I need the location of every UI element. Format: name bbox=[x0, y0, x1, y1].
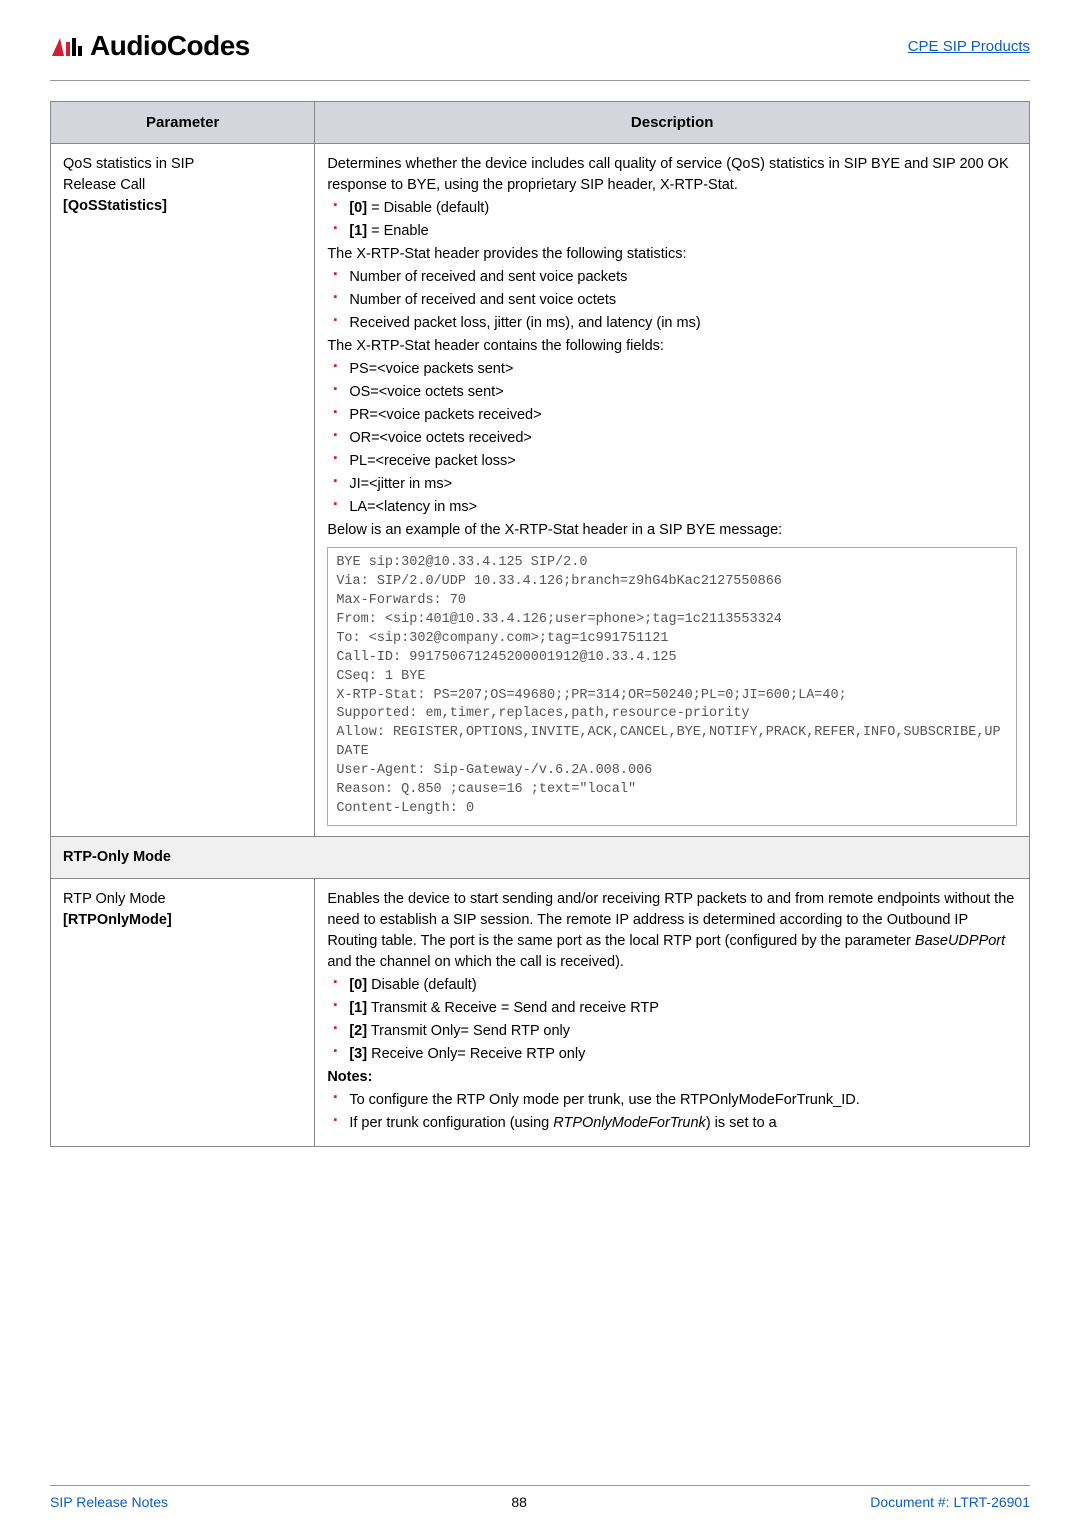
stat-intro: The X-RTP-Stat header provides the follo… bbox=[327, 246, 686, 262]
opt-key: [3] bbox=[349, 1046, 367, 1062]
list-item: OS=<voice octets sent> bbox=[331, 382, 1017, 403]
list-item: Received packet loss, jitter (in ms), an… bbox=[331, 313, 1017, 334]
list-item: [0] = Disable (default) bbox=[331, 198, 1017, 219]
note-italic: RTPOnlyModeForTrunk bbox=[553, 1115, 706, 1131]
list-item: To configure the RTP Only mode per trunk… bbox=[331, 1090, 1017, 1111]
list-item: Number of received and sent voice packet… bbox=[331, 267, 1017, 288]
opt-text: = Enable bbox=[367, 223, 429, 239]
list-item: [0] Disable (default) bbox=[331, 975, 1017, 996]
param-cell: QoS statistics in SIP Release Call [QoSS… bbox=[51, 144, 315, 837]
opt-text: Disable (default) bbox=[367, 977, 477, 993]
param-key: [RTPOnlyMode] bbox=[63, 912, 172, 928]
list-item: PL=<receive packet loss> bbox=[331, 451, 1017, 472]
desc-text: Enables the device to start sending and/… bbox=[327, 891, 1014, 949]
footer-divider bbox=[50, 1485, 1030, 1486]
list-item: [3] Receive Only= Receive RTP only bbox=[331, 1044, 1017, 1065]
opt-key: [1] bbox=[349, 1000, 367, 1016]
list-item: JI=<jitter in ms> bbox=[331, 474, 1017, 495]
note-text: If per trunk configuration (using bbox=[349, 1115, 553, 1131]
parameters-table: Parameter Description QoS statistics in … bbox=[50, 101, 1030, 1147]
desc-italic: BaseUDPPort bbox=[915, 933, 1005, 949]
code-block: BYE sip:302@10.33.4.125 SIP/2.0 Via: SIP… bbox=[327, 547, 1017, 825]
logo-mark-icon bbox=[50, 32, 84, 60]
footer-right: Document #: LTRT-26901 bbox=[870, 1494, 1030, 1510]
list-item: If per trunk configuration (using RTPOnl… bbox=[331, 1113, 1017, 1134]
opt-text: Receive Only= Receive RTP only bbox=[367, 1046, 585, 1062]
section-header-row: RTP-Only Mode bbox=[51, 836, 1030, 878]
table-row: RTP Only Mode [RTPOnlyMode] Enables the … bbox=[51, 878, 1030, 1146]
param-key: [QoSStatistics] bbox=[63, 198, 167, 214]
param-cell: RTP Only Mode [RTPOnlyMode] bbox=[51, 878, 315, 1146]
desc-cell: Enables the device to start sending and/… bbox=[315, 878, 1030, 1146]
opt-text: = Disable (default) bbox=[367, 200, 489, 216]
notes-list: To configure the RTP Only mode per trunk… bbox=[327, 1090, 1017, 1134]
options-list: [0] Disable (default) [1] Transmit & Rec… bbox=[327, 975, 1017, 1065]
footer-page-number: 88 bbox=[511, 1494, 527, 1510]
list-item: [1] Transmit & Receive = Send and receiv… bbox=[331, 998, 1017, 1019]
opt-key: [2] bbox=[349, 1023, 367, 1039]
fields-intro: The X-RTP-Stat header contains the follo… bbox=[327, 338, 664, 354]
opt-key: [0] bbox=[349, 200, 367, 216]
list-item: Number of received and sent voice octets bbox=[331, 290, 1017, 311]
section-header: RTP-Only Mode bbox=[51, 836, 1030, 878]
list-item: PS=<voice packets sent> bbox=[331, 359, 1017, 380]
desc-intro: Determines whether the device includes c… bbox=[327, 156, 1008, 193]
note-text: ) is set to a bbox=[706, 1115, 777, 1131]
page-header: AudioCodes CPE SIP Products bbox=[50, 30, 1030, 62]
desc-cell: Determines whether the device includes c… bbox=[315, 144, 1030, 837]
col-header-description: Description bbox=[315, 102, 1030, 144]
opt-text: Transmit & Receive = Send and receive RT… bbox=[367, 1000, 659, 1016]
list-item: LA=<latency in ms> bbox=[331, 497, 1017, 518]
stats-list: Number of received and sent voice packet… bbox=[327, 267, 1017, 334]
fields-list: PS=<voice packets sent> OS=<voice octets… bbox=[327, 359, 1017, 518]
header-link[interactable]: CPE SIP Products bbox=[908, 38, 1030, 55]
notes-label: Notes: bbox=[327, 1069, 372, 1085]
options-list: [0] = Disable (default) [1] = Enable bbox=[327, 198, 1017, 242]
example-intro: Below is an example of the X-RTP-Stat he… bbox=[327, 522, 782, 538]
param-name-line2: Release Call bbox=[63, 177, 145, 193]
page-footer: SIP Release Notes 88 Document #: LTRT-26… bbox=[50, 1494, 1030, 1510]
list-item: PR=<voice packets received> bbox=[331, 405, 1017, 426]
opt-key: [1] bbox=[349, 223, 367, 239]
opt-text: Transmit Only= Send RTP only bbox=[367, 1023, 570, 1039]
footer-left: SIP Release Notes bbox=[50, 1494, 168, 1510]
param-name-line1: QoS statistics in SIP bbox=[63, 156, 194, 172]
logo: AudioCodes bbox=[50, 30, 250, 62]
opt-key: [0] bbox=[349, 977, 367, 993]
table-row: QoS statistics in SIP Release Call [QoSS… bbox=[51, 144, 1030, 837]
param-name-line1: RTP Only Mode bbox=[63, 891, 166, 907]
list-item: [2] Transmit Only= Send RTP only bbox=[331, 1021, 1017, 1042]
list-item: [1] = Enable bbox=[331, 221, 1017, 242]
header-divider bbox=[50, 80, 1030, 81]
desc-text: and the channel on which the call is rec… bbox=[327, 954, 624, 970]
logo-text: AudioCodes bbox=[90, 30, 250, 62]
col-header-parameter: Parameter bbox=[51, 102, 315, 144]
list-item: OR=<voice octets received> bbox=[331, 428, 1017, 449]
